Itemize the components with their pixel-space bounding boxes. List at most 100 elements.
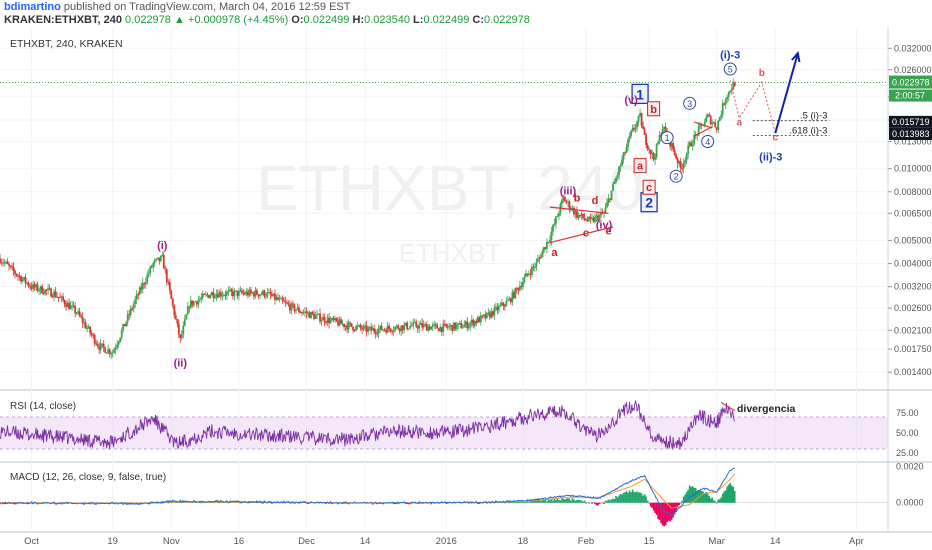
candle-body xyxy=(485,312,488,319)
publish-line: bdimartino published on TradingView.com,… xyxy=(4,1,351,13)
macd-histogram-bar xyxy=(585,502,587,504)
candle-body xyxy=(729,91,732,93)
macd-histogram-bar xyxy=(522,501,524,503)
candle-body xyxy=(419,323,422,325)
candle-body xyxy=(561,200,563,204)
candle-body xyxy=(681,168,684,170)
rsi-label[interactable]: RSI (14, close) xyxy=(10,401,76,412)
candle-body xyxy=(609,198,611,200)
candle-body xyxy=(59,297,62,299)
price-tick-label: 0.006500 xyxy=(894,208,932,218)
publish-info: published on TradingView.com, March 04, … xyxy=(60,1,351,13)
candle-body xyxy=(598,215,601,221)
candle-body xyxy=(29,285,31,287)
candle-body xyxy=(194,301,197,303)
candle-body xyxy=(337,321,339,326)
candle-body xyxy=(479,315,482,323)
date-tick-label: 15 xyxy=(644,536,655,547)
candle-body xyxy=(664,126,667,132)
candle-body xyxy=(403,325,406,331)
candle-body xyxy=(314,315,317,319)
macd-histogram-bar xyxy=(525,502,527,503)
candle-body xyxy=(406,322,409,330)
candle-body xyxy=(610,190,613,200)
date-tick-label: Oct xyxy=(24,536,39,547)
macd-histogram-bar xyxy=(702,491,704,503)
candle-body xyxy=(96,344,99,347)
instrument-label[interactable]: ETHXBT, 240, KRAKEN xyxy=(10,38,123,50)
candle-body xyxy=(68,302,71,310)
macd-histogram-bar xyxy=(181,502,183,504)
macd-histogram-bar xyxy=(703,493,706,503)
macd-histogram-bar xyxy=(200,502,203,504)
macd-histogram-bar xyxy=(696,490,698,503)
candle-body xyxy=(352,326,354,331)
candle-body xyxy=(18,275,21,277)
macd-histogram-bar xyxy=(601,502,604,504)
candle-body xyxy=(302,311,305,313)
price-tick-label: 0.032000 xyxy=(894,43,932,53)
macd-histogram-bar xyxy=(583,500,586,503)
wave-label-sub: c xyxy=(583,227,589,239)
macd-histogram-bar xyxy=(607,499,610,503)
macd-histogram-bar xyxy=(660,502,662,524)
candle-body xyxy=(209,295,212,298)
candle-body xyxy=(349,322,351,324)
wave-label-major: (ii)-3 xyxy=(759,152,782,164)
candle-body xyxy=(535,261,538,267)
candle-body xyxy=(717,120,720,130)
macd-histogram-bar xyxy=(594,502,596,505)
candle-body xyxy=(234,290,237,292)
candle-body xyxy=(514,288,517,298)
wave-label-circle: 5 xyxy=(728,64,733,74)
macd-histogram-bar xyxy=(591,502,593,504)
candle-body xyxy=(487,312,490,314)
candle-body xyxy=(481,315,484,317)
macd-histogram-bar xyxy=(598,502,601,504)
candle-body xyxy=(709,115,712,125)
candle-body xyxy=(275,297,278,300)
date-tick-label: 19 xyxy=(107,536,118,547)
macd-histogram-bar xyxy=(595,502,598,506)
candle-body xyxy=(241,290,243,293)
symbol-title[interactable]: KRAKEN:ETHXBT, 240 xyxy=(4,14,122,26)
candle-body xyxy=(721,103,724,115)
candle-body xyxy=(343,323,345,328)
candle-body xyxy=(526,273,529,275)
macd-histogram-bar xyxy=(597,502,599,506)
candle-body xyxy=(727,91,730,97)
author-link[interactable]: bdimartino xyxy=(4,1,61,13)
price-tick-label: 0.001400 xyxy=(894,367,932,377)
candle-body xyxy=(574,210,577,215)
candle-body xyxy=(607,198,610,203)
candle-body xyxy=(260,294,263,296)
wave-labels-layer: 12(i)-3(ii)-3(i)(ii)(iii)(iv)(v)abcdebac… xyxy=(157,49,782,369)
macd-histogram-bar xyxy=(717,499,720,503)
candle-body xyxy=(576,210,578,218)
candle-body xyxy=(247,291,249,296)
candle-body xyxy=(562,197,565,201)
candle-body xyxy=(305,311,308,314)
candle-body xyxy=(412,322,415,326)
candle-body xyxy=(463,324,466,328)
candle-body xyxy=(524,273,527,278)
candle-body xyxy=(177,323,180,335)
macd-histogram-bar xyxy=(603,502,605,504)
candle-body xyxy=(248,289,251,296)
price-tag-label: 0.015719 xyxy=(892,117,930,127)
candle-body xyxy=(567,201,569,203)
candle-body xyxy=(170,290,173,299)
candle-body xyxy=(577,214,580,218)
candle-body xyxy=(62,296,65,301)
candle-body xyxy=(401,325,404,331)
candle-body xyxy=(293,304,296,312)
macd-histogram-bar xyxy=(504,502,506,504)
candle-body xyxy=(41,286,43,294)
macd-label[interactable]: MACD (12, 26, close, 9, false, true) xyxy=(10,472,166,483)
price-tick-label: 0.013000 xyxy=(894,137,932,147)
low-label: L: xyxy=(413,14,424,26)
arrow-head xyxy=(791,51,801,63)
candle-body xyxy=(257,294,260,297)
candle-body xyxy=(110,353,113,355)
